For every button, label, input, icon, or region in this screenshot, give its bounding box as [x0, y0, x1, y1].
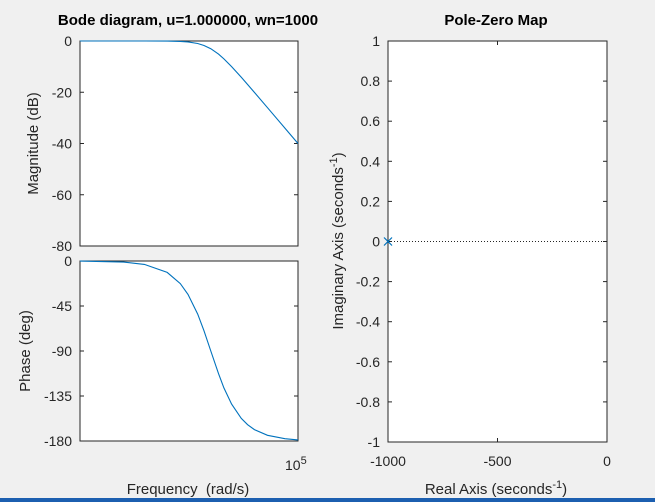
magnitude-ytick-label: 0 [64, 33, 72, 49]
phase-xtick-base: 10 [285, 457, 301, 473]
phase-ytick-label: -45 [52, 298, 72, 314]
pole-zero-ylabel-text: Imaginary Axis (seconds [330, 167, 347, 330]
magnitude-title: Bode diagram, u=1.000000, wn=1000 [58, 12, 318, 29]
phase-xtick-label: 105 [285, 455, 307, 473]
pole-zero-ytick-label: 0.4 [361, 153, 381, 169]
pole-zero-ylabel: Imaginary Axis (seconds-1) [328, 152, 347, 329]
pole-zero-ytick-label: 1 [372, 33, 380, 49]
pole-zero-xtick-label: 0 [603, 453, 611, 469]
pole-zero-xtick-label: -1000 [370, 453, 406, 469]
magnitude-axes: Bode diagram, u=1.000000, wn=1000 0 -20 -4… [25, 12, 318, 254]
pole-zero-ytick-label: 0.6 [361, 113, 381, 129]
pole-zero-ylabel-end: ) [330, 152, 347, 157]
pole-zero-ytick-label: 0 [372, 234, 380, 250]
magnitude-plot-area [79, 40, 299, 247]
pole-zero-ytick-label: -0.8 [356, 394, 380, 410]
phase-series-line [79, 260, 299, 441]
pole-zero-ytick-label: 0.8 [361, 73, 381, 89]
magnitude-ytick-label: -40 [52, 136, 72, 152]
phase-plot-area [79, 260, 299, 442]
magnitude-ytick-label: -60 [52, 187, 72, 203]
phase-ytick-label: -180 [44, 433, 72, 449]
pole-zero-title: Pole-Zero Map [444, 12, 547, 29]
phase-ylabel: Phase (deg) [17, 310, 34, 392]
magnitude-series-line [80, 40, 299, 144]
pole-zero-ytick-label: -0.4 [356, 314, 380, 330]
window-bottom-bar [0, 498, 655, 502]
pole-zero-xlabel: Real Axis (seconds-1) [425, 479, 567, 498]
pole-zero-xlabel-text: Real Axis (seconds [425, 481, 553, 498]
pole-zero-xlabel-sup: -1 [552, 479, 562, 491]
pole-zero-axes: Pole-Zero Map 1 0.8 0.6 0.4 0.2 0 -0.2 -0.4 -0.6… [328, 12, 611, 498]
pole-zero-ytick-label: -0.2 [356, 274, 380, 290]
pole-zero-ytick-label: 0.2 [361, 193, 381, 209]
phase-ytick-label: 0 [64, 253, 72, 269]
pole-zero-xtick-label: -500 [483, 453, 511, 469]
magnitude-ytick-label: -20 [52, 84, 72, 100]
phase-ytick-label: -135 [44, 388, 72, 404]
phase-ytick-label: -90 [52, 343, 72, 359]
magnitude-ytick-label: -80 [52, 238, 72, 254]
pole-zero-xlabel-end: ) [562, 481, 567, 498]
pole-zero-ylabel-sup: -1 [328, 157, 340, 167]
pole-zero-ytick-label: -1 [368, 434, 381, 450]
phase-xtick-exponent: 5 [301, 455, 307, 467]
phase-xlabel: Frequency (rad/s) [127, 481, 250, 498]
pole-zero-ytick-label: -0.6 [356, 354, 380, 370]
phase-axes: 0 -45 -90 -135 -180 Phase (deg) 105 Frequenc… [17, 253, 307, 498]
pole-marker [383, 237, 393, 246]
magnitude-ylabel: Magnitude (dB) [25, 92, 42, 195]
